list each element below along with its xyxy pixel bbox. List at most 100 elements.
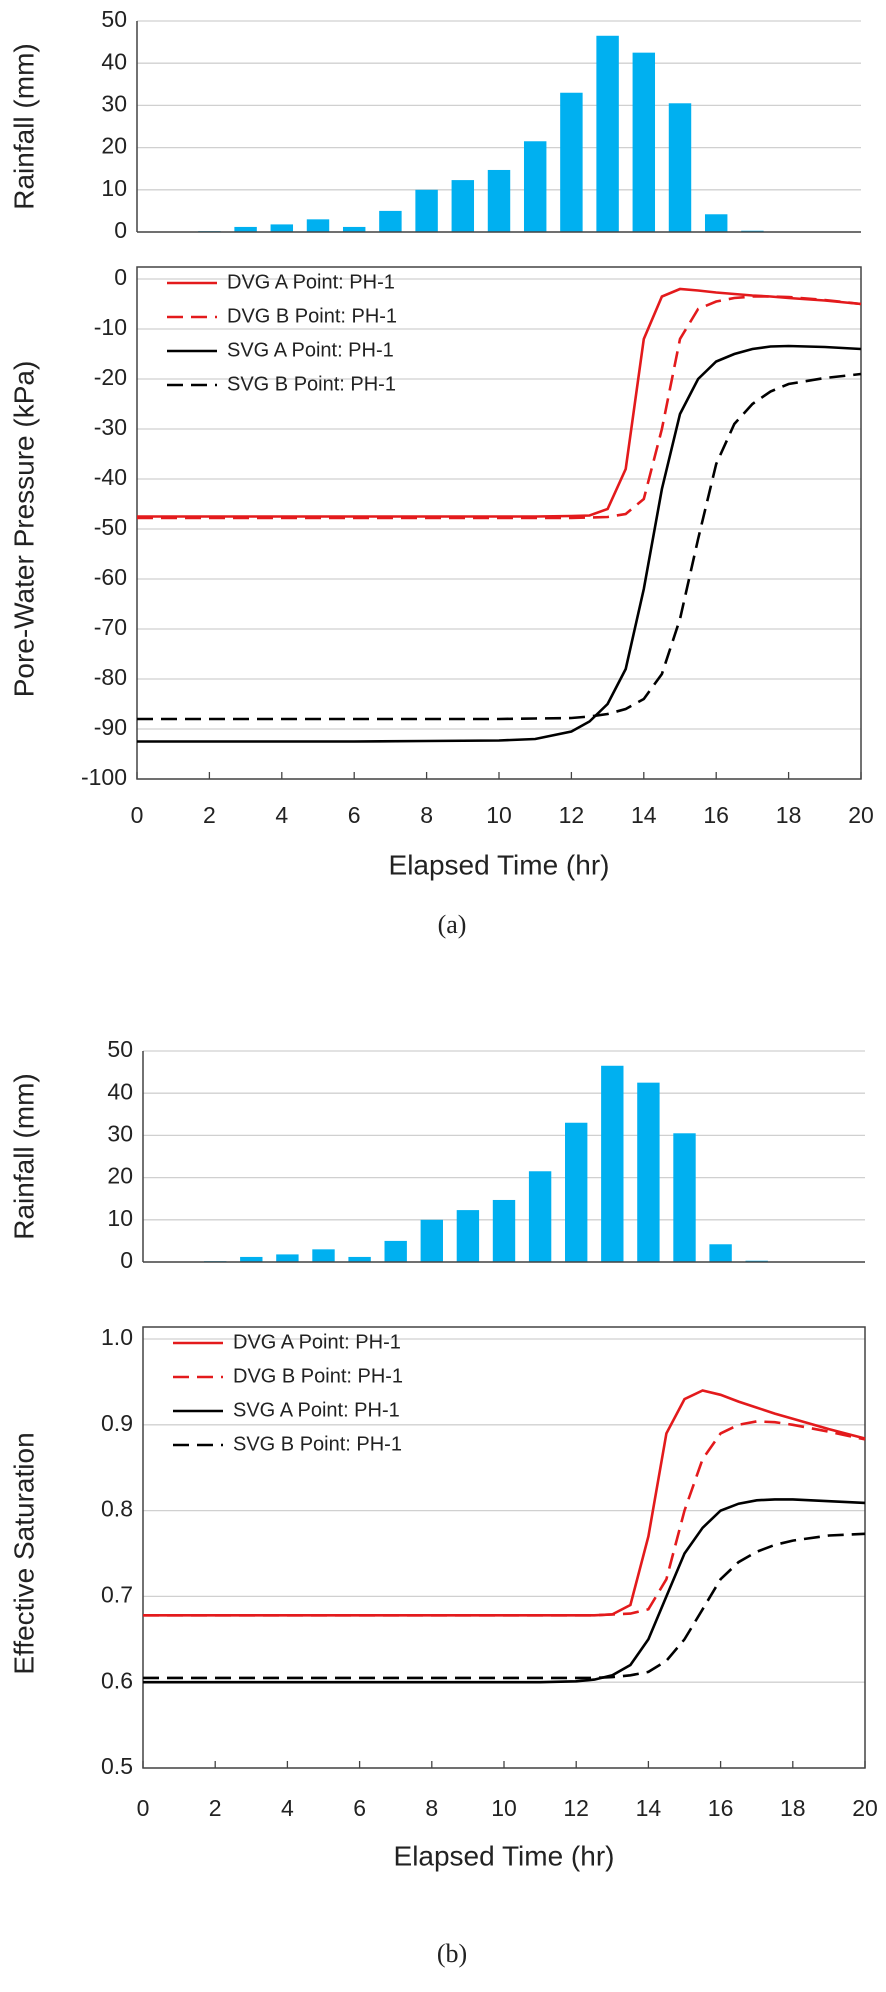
x-tick-label: 12 [559, 802, 585, 828]
bar [637, 1082, 660, 1262]
x-tick-label: 6 [353, 1795, 366, 1821]
y-axis-label: Rainfall (mm) [8, 43, 39, 209]
legend-label: DVG B Point: PH-1 [227, 305, 397, 327]
bar [523, 141, 547, 232]
y-tick-label: 0.5 [101, 1753, 133, 1779]
legend-label: SVG B Point: PH-1 [233, 1433, 402, 1455]
caption: (b) [437, 1939, 467, 1968]
series-line [143, 1498, 866, 1684]
bar [270, 224, 294, 232]
x-tick-label: 20 [848, 802, 874, 828]
x-tick-label: 4 [275, 802, 288, 828]
bar [632, 52, 656, 233]
x-tick-label: 6 [348, 802, 361, 828]
y-tick-label: 0 [114, 264, 127, 290]
y-tick-label: -20 [94, 364, 127, 390]
x-tick-label: 18 [776, 802, 802, 828]
bar [276, 1254, 299, 1262]
legend-label: SVG A Point: PH-1 [233, 1399, 400, 1421]
legend-label: SVG B Point: PH-1 [227, 373, 396, 395]
bar [596, 35, 619, 232]
x-tick-label: 10 [491, 1795, 517, 1821]
x-tick-label: 4 [281, 1795, 294, 1821]
y-axis-label: Effective Saturation [8, 1432, 39, 1674]
series-line [137, 372, 862, 721]
legend-label: DVG B Point: PH-1 [233, 1365, 403, 1387]
y-tick-label: 40 [107, 1078, 133, 1104]
y-tick-label: 20 [101, 133, 127, 159]
y-tick-label: 50 [101, 6, 127, 32]
y-tick-label: 0.9 [101, 1410, 133, 1436]
bar [673, 1133, 696, 1262]
bar [420, 1219, 443, 1262]
y-axis-label: Pore-Water Pressure (kPa) [8, 361, 39, 698]
y-tick-label: 0 [120, 1247, 133, 1273]
x-tick-label: 2 [209, 1795, 222, 1821]
y-tick-label: 0 [114, 217, 127, 243]
x-tick-label: 16 [708, 1795, 734, 1821]
x-tick-label: 18 [780, 1795, 806, 1821]
x-axis-label: Elapsed Time (hr) [389, 849, 610, 880]
y-tick-label: 30 [101, 90, 127, 116]
bar [306, 219, 330, 232]
y-tick-label: 1.0 [101, 1324, 133, 1350]
y-tick-label: -50 [94, 514, 127, 540]
bar [342, 226, 366, 232]
bar [415, 189, 438, 232]
bar [528, 1171, 552, 1262]
y-tick-label: 20 [107, 1163, 133, 1189]
y-tick-label: -60 [94, 564, 127, 590]
x-tick-label: 10 [486, 802, 512, 828]
bar [668, 103, 692, 232]
bar [379, 210, 402, 232]
bar [601, 1065, 624, 1262]
bar [348, 1256, 371, 1262]
bar [492, 1199, 516, 1262]
y-tick-label: 0.7 [101, 1581, 133, 1607]
legend-label: SVG A Point: PH-1 [227, 339, 394, 361]
x-tick-label: 8 [425, 1795, 438, 1821]
caption: (a) [438, 910, 467, 939]
bar [240, 1256, 263, 1262]
y-tick-label: -90 [94, 714, 127, 740]
x-tick-label: 0 [131, 802, 144, 828]
plot-frame [142, 1326, 866, 1769]
x-tick-label: 20 [852, 1795, 878, 1821]
x-tick-label: 16 [703, 802, 729, 828]
x-tick-label: 8 [420, 802, 433, 828]
y-axis-label: Rainfall (mm) [8, 1073, 39, 1239]
y-tick-label: 50 [107, 1036, 133, 1062]
y-tick-label: 0.8 [101, 1496, 133, 1522]
x-tick-label: 14 [636, 1795, 662, 1821]
bar [565, 1122, 588, 1262]
x-tick-label: 0 [137, 1795, 150, 1821]
bar [456, 1210, 480, 1262]
bar [312, 1249, 335, 1262]
legend-label: DVG A Point: PH-1 [233, 1331, 401, 1353]
y-tick-label: -10 [94, 314, 127, 340]
legend-label: DVG A Point: PH-1 [227, 271, 395, 293]
series-line [137, 344, 862, 743]
x-tick-label: 12 [563, 1795, 589, 1821]
y-tick-label: 10 [107, 1205, 133, 1231]
bar [560, 92, 583, 233]
bar [704, 214, 728, 232]
y-tick-label: 0.6 [101, 1667, 133, 1693]
bar [487, 169, 511, 232]
x-tick-label: 2 [203, 802, 216, 828]
y-tick-label: -70 [94, 614, 127, 640]
y-tick-label: -100 [81, 764, 127, 790]
y-tick-label: 30 [107, 1120, 133, 1146]
y-tick-label: -80 [94, 664, 127, 690]
series-line [143, 1420, 866, 1617]
y-tick-label: -40 [94, 464, 127, 490]
bar [234, 226, 257, 232]
series-line [137, 295, 862, 520]
y-tick-label: 10 [101, 175, 127, 201]
series-line [143, 1532, 866, 1680]
bar [384, 1240, 407, 1262]
y-tick-label: -30 [94, 414, 127, 440]
x-tick-label: 14 [631, 802, 657, 828]
x-axis-label: Elapsed Time (hr) [394, 1840, 615, 1871]
